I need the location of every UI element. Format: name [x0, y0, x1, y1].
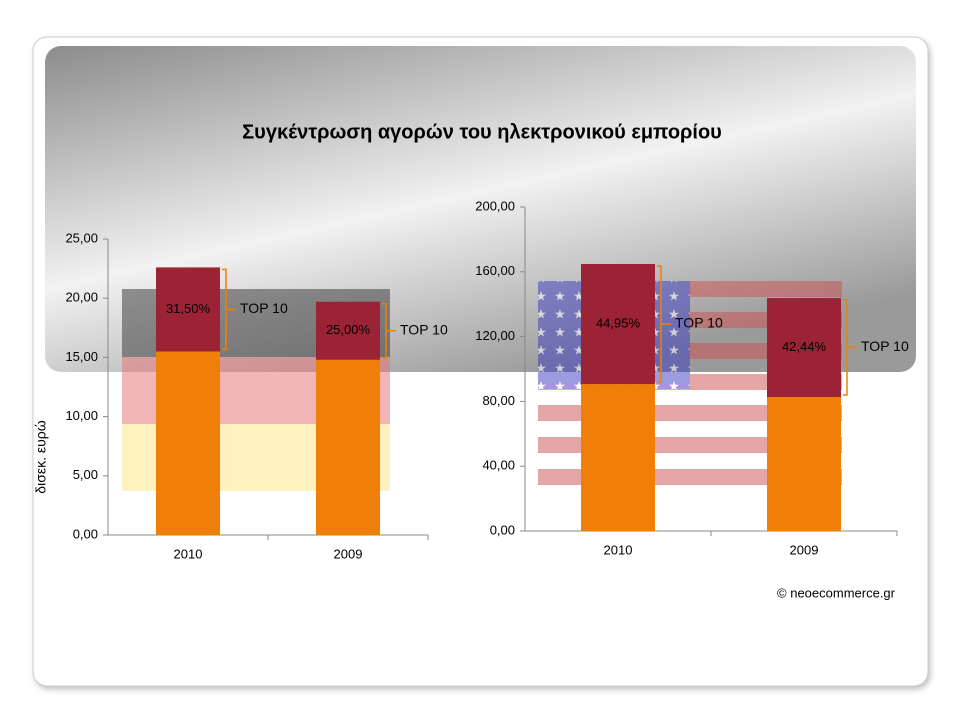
bar-segment	[581, 264, 655, 385]
y-tick-label: 20,00	[65, 290, 98, 305]
bar-segment	[156, 351, 220, 535]
credit: © neoecommerce.gr	[777, 585, 896, 600]
y-tick-label: 10,00	[65, 408, 98, 423]
x-tick-label: 2010	[174, 546, 203, 561]
y-tick-label: 25,00	[65, 230, 98, 245]
share-label: 42,44%	[782, 339, 827, 354]
y-tick-label: 120,00	[475, 328, 515, 343]
top10-label: TOP 10	[861, 338, 909, 354]
bar-segment	[581, 384, 655, 531]
x-tick-label: 2010	[604, 542, 633, 557]
bar-segment	[316, 359, 380, 535]
y-axis-label: δισεκ. ευρώ	[33, 420, 49, 493]
y-tick-label: 80,00	[482, 393, 515, 408]
y-tick-label: 5,00	[73, 467, 98, 482]
bracket	[222, 268, 236, 351]
bracket	[657, 265, 671, 383]
y-tick-label: 40,00	[482, 458, 515, 473]
bracket	[843, 299, 857, 396]
y-tick-label: 0,00	[490, 522, 515, 537]
share-label: 44,95%	[596, 315, 641, 330]
x-tick-label: 2009	[790, 542, 819, 557]
y-tick-label: 200,00	[475, 198, 515, 213]
y-tick-label: 0,00	[73, 526, 98, 541]
y-tick-label: 160,00	[475, 263, 515, 278]
y-tick-label: 15,00	[65, 349, 98, 364]
bar-segment	[316, 301, 380, 360]
bar-segment	[156, 267, 220, 352]
top10-label: TOP 10	[675, 315, 723, 331]
share-label: 25,00%	[326, 322, 371, 337]
top10-label: TOP 10	[240, 300, 288, 316]
x-tick-label: 2009	[334, 546, 363, 561]
share-label: 31,50%	[166, 301, 211, 316]
bar-segment	[767, 298, 841, 398]
bar-segment	[767, 397, 841, 531]
bracket	[382, 303, 396, 359]
slide-title: Συγκέντρωση αγορών του ηλεκτρονικού εμπο…	[242, 121, 722, 143]
top10-label: TOP 10	[400, 321, 448, 337]
